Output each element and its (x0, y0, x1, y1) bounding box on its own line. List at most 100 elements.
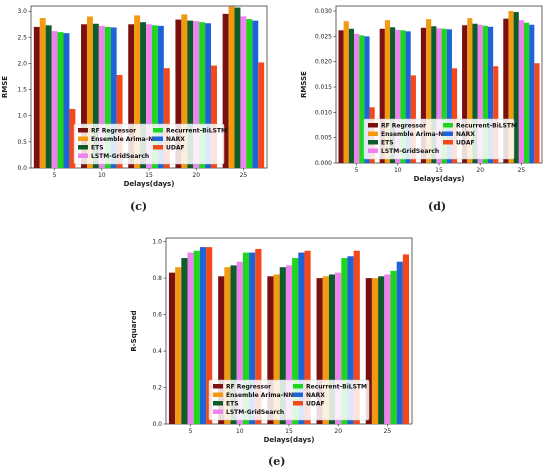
legend-swatch (368, 148, 378, 153)
bar (98, 25, 105, 169)
bar (451, 68, 458, 163)
bar (523, 22, 530, 163)
x-tick-label: 20 (334, 428, 342, 435)
bar (228, 6, 235, 168)
bar (187, 20, 194, 168)
bar (116, 74, 123, 168)
bar (255, 248, 262, 424)
bar (92, 23, 99, 168)
r-squared-chart: 0.0 0.2 0.4 0.6 0.8 1.0 R-Squared 5 10 15 20 25 Dela… (130, 237, 413, 444)
legend-swatch (213, 392, 223, 397)
bar (298, 252, 305, 424)
bar (395, 29, 401, 164)
bar (364, 36, 370, 163)
bar (378, 276, 385, 424)
y-tick-label: 0.6 (152, 312, 162, 319)
bar (81, 24, 87, 168)
bar (390, 27, 396, 164)
bar (175, 19, 182, 168)
x-axis-label: Delays(days) (264, 436, 315, 444)
x-tick-label: 20 (476, 167, 484, 174)
bar (292, 258, 299, 424)
y-tick-label: 0.0 (17, 165, 27, 172)
x-axis-label: Delays(days) (124, 180, 175, 188)
bar (379, 28, 385, 163)
legend-swatch (293, 392, 303, 397)
bar (193, 250, 200, 424)
legend-entry: Recurrent-BiLSTM (456, 123, 517, 130)
legend-swatch (368, 123, 378, 128)
legend-entry: LSTM-GridSearch (226, 409, 284, 416)
bar (151, 25, 158, 169)
bar (462, 25, 468, 163)
y-tick-label: 0.0 (152, 421, 162, 428)
bar (33, 26, 40, 168)
bar (396, 261, 403, 424)
legend-entry: UDAF (456, 140, 475, 147)
legend-entry: RF Regressor (381, 123, 426, 130)
y-tick-label: 2.0 (17, 60, 27, 67)
bar (157, 25, 164, 169)
legend-entry: Recurrent-BiLSTM (306, 384, 367, 391)
bar (69, 108, 76, 168)
bar (104, 26, 111, 168)
bar (199, 247, 207, 424)
bar (446, 29, 452, 164)
chart-panel-c: 0.0 0.5 1.0 1.5 2.0 2.5 3.0 RMSE 5 10 15 20 25 Delays… (0, 0, 275, 220)
bar (51, 31, 58, 168)
y-tick-label: 3.0 (17, 8, 27, 15)
legend-entry: Ensemble Arima-NN (91, 136, 158, 143)
bar (316, 278, 323, 424)
bar (431, 26, 437, 164)
bar (338, 30, 344, 163)
bar (206, 247, 213, 424)
bar (348, 28, 355, 163)
legend-swatch (293, 384, 303, 389)
bar (322, 276, 329, 424)
x-tick-label: 25 (384, 428, 392, 435)
bar (477, 24, 483, 164)
y-tick-label: 0.000 (315, 160, 332, 167)
bar (236, 261, 243, 424)
bar (110, 27, 117, 168)
bar (249, 252, 256, 424)
bar (193, 21, 200, 168)
x-tick-label: 15 (285, 428, 293, 435)
bar (347, 256, 354, 424)
bar (224, 267, 231, 424)
bar (534, 63, 540, 163)
bar (402, 254, 410, 424)
rmse-chart: 0.0 0.5 1.0 1.5 2.0 2.5 3.0 RMSE 5 10 15 20 25 Delays… (1, 5, 268, 188)
y-tick-label: 0.025 (315, 33, 332, 40)
x-tick-label: 15 (435, 167, 443, 174)
bar (199, 22, 206, 169)
y-axis-label: RMSE (1, 76, 9, 98)
bar (181, 258, 188, 424)
bar (359, 35, 365, 164)
legend-entry: Ensemble Arima-NN (226, 392, 293, 399)
y-tick-label: 1.0 (17, 113, 27, 120)
legend-swatch (443, 131, 453, 136)
legend-swatch (443, 123, 453, 128)
bar (390, 270, 397, 424)
y-tick-label: 0.4 (152, 348, 162, 355)
bar (45, 25, 52, 169)
x-tick-label: 10 (236, 428, 244, 435)
chart-panel-e: 0.0 0.2 0.4 0.6 0.8 1.0 R-Squared 5 10 15 20 25 Dela… (130, 232, 420, 471)
x-tick-label: 15 (145, 172, 153, 179)
y-axis-label: R-Squared (130, 310, 138, 351)
bar (63, 33, 70, 168)
bar (252, 20, 259, 168)
y-tick-label: 1.5 (17, 87, 27, 94)
bar (518, 20, 524, 163)
legend-entry: ETS (91, 145, 104, 152)
caption-d: (d) (428, 200, 447, 213)
x-tick-label: 5 (189, 428, 193, 435)
bar (181, 14, 188, 168)
bar (328, 274, 336, 424)
bar (146, 24, 152, 168)
bar (384, 20, 391, 163)
bar (467, 18, 473, 163)
legend-entry: RF Regressor (91, 128, 136, 135)
x-tick-label: 10 (98, 172, 106, 179)
